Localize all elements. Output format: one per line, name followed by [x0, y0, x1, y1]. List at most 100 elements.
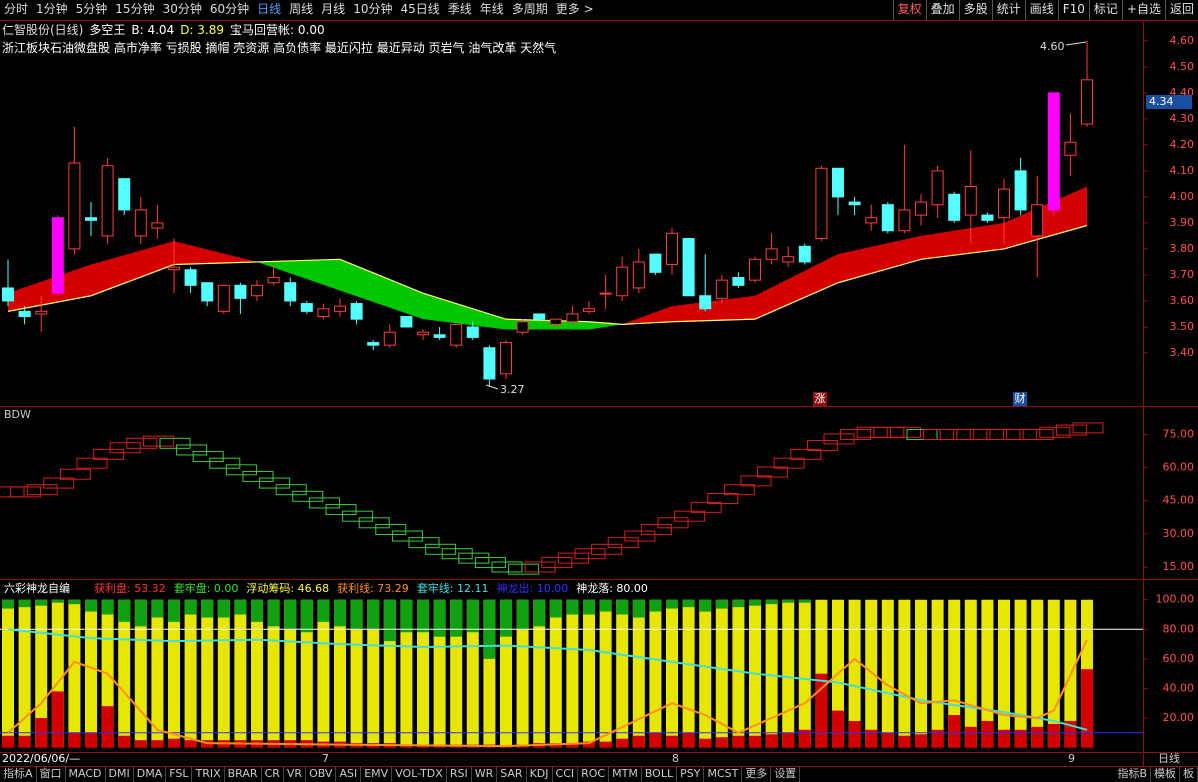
- indicator-tab[interactable]: CR: [262, 766, 284, 782]
- period-button[interactable]: 15分钟: [115, 2, 155, 16]
- trap-bar: [417, 599, 429, 633]
- indicator-tab[interactable]: BOLL: [642, 766, 678, 782]
- indicator-tab[interactable]: 设置: [771, 766, 801, 782]
- indicator-tab[interactable]: ROC: [578, 766, 610, 782]
- candle-body: [68, 162, 81, 250]
- float-bar: [68, 599, 81, 748]
- period-button[interactable]: 30分钟: [162, 2, 202, 16]
- candle-body: [134, 209, 147, 237]
- candle-body: [1014, 170, 1027, 211]
- period-button[interactable]: 周线: [289, 2, 314, 16]
- indicator-tab[interactable]: OBV: [306, 766, 337, 782]
- indicator-tab[interactable]: DMA: [134, 766, 167, 782]
- trap-bar: [566, 599, 579, 615]
- indicator-tab[interactable]: PSY: [677, 766, 705, 782]
- toolbar-button[interactable]: 画线: [1024, 0, 1058, 20]
- indicator-tab[interactable]: EMV: [361, 766, 393, 782]
- bdw-box: [209, 457, 241, 469]
- toolbar-button[interactable]: 返回: [1164, 0, 1198, 20]
- period-button[interactable]: 更多 >: [555, 2, 594, 16]
- indicator-tab[interactable]: BRAR: [225, 766, 262, 782]
- toolbar-button[interactable]: 标记: [1088, 0, 1122, 20]
- bdw-box: [126, 437, 158, 449]
- bdw-box: [757, 466, 789, 478]
- date-label: 9: [1068, 752, 1075, 765]
- candle-body: [732, 277, 745, 286]
- float-bar: [682, 599, 695, 748]
- bdw-box: [308, 497, 340, 509]
- trap-bar: [749, 599, 761, 606]
- profit-bar: [948, 715, 961, 748]
- indicator-tab[interactable]: WR: [472, 766, 498, 782]
- indicator-tab[interactable]: CCI: [553, 766, 579, 782]
- indicator-tab[interactable]: MACD: [66, 766, 106, 782]
- indicator-tab[interactable]: SAR: [497, 766, 527, 782]
- high-arrow: [1065, 41, 1087, 46]
- indicator-tab[interactable]: KDJ: [527, 766, 553, 782]
- bdw-box: [358, 517, 390, 529]
- float-bar: [251, 599, 263, 748]
- period-button[interactable]: 60分钟: [209, 2, 250, 16]
- y-tick-label: 100.00: [1156, 593, 1195, 606]
- indicator-tab[interactable]: 窗口: [37, 766, 66, 782]
- indicator-tab[interactable]: 模板: [1151, 766, 1180, 782]
- candle-body: [1064, 141, 1077, 156]
- frame: [0, 20, 1198, 767]
- profit-bar: [1081, 669, 1093, 748]
- indicator-tab[interactable]: TRIX: [192, 766, 225, 782]
- indicator-tab[interactable]: FSL: [166, 766, 193, 782]
- candle-body: [168, 266, 180, 271]
- indicator-tab[interactable]: VOL-TDX: [392, 766, 447, 782]
- candle-body: [915, 201, 927, 216]
- bdw-box: [10, 486, 42, 498]
- trap-bar: [433, 599, 446, 637]
- toolbar-button[interactable]: 叠加: [925, 0, 959, 20]
- indicator-tab[interactable]: RSI: [447, 766, 472, 782]
- toolbar-button[interactable]: F10: [1057, 0, 1089, 20]
- float-bar: [666, 599, 678, 748]
- indicator-name: 多空王: [89, 23, 126, 37]
- indicator-tab[interactable]: 更多: [742, 766, 772, 782]
- candle-body: [18, 310, 31, 318]
- period-button[interactable]: 年线: [479, 2, 504, 16]
- date-label: 7: [322, 752, 329, 765]
- indicator-tab[interactable]: 指标B: [1114, 766, 1151, 782]
- indicator-tab[interactable]: ASI: [336, 766, 362, 782]
- toolbar-button[interactable]: 统计: [991, 0, 1025, 20]
- toolbar-button[interactable]: +自选: [1121, 0, 1165, 20]
- panel-title: BDW: [4, 408, 31, 421]
- indicator-tab[interactable]: DMI: [106, 766, 134, 782]
- period-button[interactable]: 10分钟: [353, 2, 393, 16]
- indicator-tab[interactable]: MCST: [704, 766, 743, 782]
- candle-body: [848, 201, 861, 206]
- period-button[interactable]: 1分钟: [36, 2, 68, 16]
- toolbar-button[interactable]: 多股: [958, 0, 992, 20]
- indicator-tab[interactable]: MTM: [609, 766, 642, 782]
- profit-bar: [85, 732, 97, 748]
- candle-body: [549, 318, 562, 325]
- trap-bar: [350, 599, 363, 630]
- period-button[interactable]: 日线: [257, 2, 282, 16]
- indicator-tab[interactable]: 板: [1180, 766, 1198, 782]
- trap-bar: [168, 599, 180, 622]
- candle-body: [566, 313, 579, 323]
- bdw-box: [707, 493, 739, 505]
- bdw-box: [325, 504, 357, 516]
- period-button[interactable]: 分时: [4, 2, 29, 16]
- candle-body: [201, 282, 214, 302]
- indicator-tab[interactable]: VR: [284, 766, 307, 782]
- candle-body: [500, 342, 512, 375]
- toolbar-button[interactable]: 复权: [892, 0, 926, 20]
- bdw-box: [441, 548, 473, 560]
- period-button[interactable]: 季线: [447, 2, 472, 16]
- candle-body: [284, 282, 297, 302]
- period-button[interactable]: 多周期: [511, 2, 548, 16]
- indicator-tab[interactable]: 指标A: [0, 766, 37, 782]
- indicator-value: 宝马回营帐: 0.00: [230, 23, 325, 37]
- period-button[interactable]: 45日线: [400, 2, 440, 16]
- period-button[interactable]: 5分钟: [75, 2, 108, 16]
- period-button[interactable]: 月线: [321, 2, 346, 16]
- bdw-box: [1022, 428, 1054, 440]
- profit-bar: [599, 741, 612, 748]
- bdw-box: [491, 561, 523, 573]
